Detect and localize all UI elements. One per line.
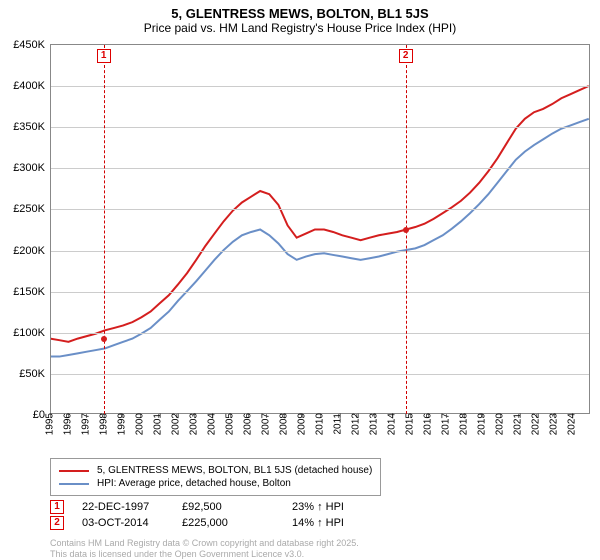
- y-axis-label: £100K: [13, 327, 45, 339]
- transaction-row: 2 03-OCT-2014£225,00014% ↑ HPI: [50, 516, 372, 530]
- chart-title-sub: Price paid vs. HM Land Registry's House …: [0, 21, 600, 35]
- y-axis-label: £200K: [13, 245, 45, 257]
- marker-dot-1: [101, 336, 107, 342]
- x-axis-label: 1999: [117, 413, 128, 435]
- transaction-cell: £92,500: [182, 501, 292, 513]
- x-axis-label: 2000: [135, 413, 146, 435]
- transaction-cell: £225,000: [182, 517, 292, 529]
- transaction-marker: 2: [50, 516, 64, 530]
- y-axis-label: £0: [33, 409, 45, 421]
- x-axis-label: 2011: [333, 413, 344, 435]
- x-axis-label: 2013: [369, 413, 380, 435]
- transaction-cell: 22-DEC-1997: [82, 501, 182, 513]
- legend-swatch: [59, 470, 89, 472]
- legend-label: 5, GLENTRESS MEWS, BOLTON, BL1 5JS (deta…: [97, 465, 372, 476]
- transaction-marker: 1: [50, 500, 64, 514]
- x-axis-label: 1997: [81, 413, 92, 435]
- x-axis-label: 1998: [99, 413, 110, 435]
- x-axis-label: 1996: [63, 413, 74, 435]
- x-axis-label: 2022: [531, 413, 542, 435]
- legend-label: HPI: Average price, detached house, Bolt…: [97, 478, 291, 489]
- y-axis-label: £150K: [13, 286, 45, 298]
- y-axis-label: £250K: [13, 203, 45, 215]
- marker-box-1: 1: [97, 49, 111, 63]
- y-axis-label: £50K: [19, 368, 45, 380]
- legend-item: 5, GLENTRESS MEWS, BOLTON, BL1 5JS (deta…: [59, 465, 372, 476]
- footer-attribution: Contains HM Land Registry data © Crown c…: [50, 538, 359, 560]
- y-axis-label: £300K: [13, 162, 45, 174]
- x-axis-label: 2018: [459, 413, 470, 435]
- x-axis-label: 2023: [549, 413, 560, 435]
- x-axis-label: 2016: [423, 413, 434, 435]
- footer-line2: This data is licensed under the Open Gov…: [50, 549, 359, 560]
- x-axis-label: 2007: [261, 413, 272, 435]
- transaction-cell: 14% ↑ HPI: [292, 517, 372, 529]
- chart-title-main: 5, GLENTRESS MEWS, BOLTON, BL1 5JS: [0, 0, 600, 21]
- x-axis-label: 2012: [351, 413, 362, 435]
- transactions-table: 1 22-DEC-1997£92,50023% ↑ HPI 2 03-OCT-2014…: [50, 498, 372, 532]
- x-axis-label: 2010: [315, 413, 326, 435]
- marker-line-1: [104, 45, 105, 414]
- x-axis-label: 2006: [243, 413, 254, 435]
- transaction-cell: 03-OCT-2014: [82, 517, 182, 529]
- series-price_paid: [50, 86, 589, 342]
- y-axis-label: £450K: [13, 39, 45, 51]
- legend-box: 5, GLENTRESS MEWS, BOLTON, BL1 5JS (deta…: [50, 458, 381, 496]
- x-axis-label: 2002: [171, 413, 182, 435]
- y-axis-label: £350K: [13, 121, 45, 133]
- x-axis-label: 2014: [387, 413, 398, 435]
- marker-box-2: 2: [399, 49, 413, 63]
- chart-plot-area: £0£50K£100K£150K£200K£250K£300K£350K£400…: [50, 44, 590, 414]
- x-axis-label: 2020: [495, 413, 506, 435]
- series-hpi: [50, 119, 589, 357]
- x-axis-label: 2009: [297, 413, 308, 435]
- legend-swatch: [59, 483, 89, 485]
- legend-item: HPI: Average price, detached house, Bolt…: [59, 478, 372, 489]
- transaction-cell: 23% ↑ HPI: [292, 501, 372, 513]
- x-axis-label: 2001: [153, 413, 164, 435]
- x-axis-label: 2024: [567, 413, 578, 435]
- transaction-row: 1 22-DEC-1997£92,50023% ↑ HPI: [50, 500, 372, 514]
- footer-line1: Contains HM Land Registry data © Crown c…: [50, 538, 359, 549]
- x-axis-label: 2003: [189, 413, 200, 435]
- x-axis-label: 2004: [207, 413, 218, 435]
- y-axis-label: £400K: [13, 80, 45, 92]
- x-axis-label: 2017: [441, 413, 452, 435]
- x-axis-label: 1995: [45, 413, 56, 435]
- chart-lines: [50, 45, 589, 414]
- x-axis-label: 2021: [513, 413, 524, 435]
- x-axis-label: 2008: [279, 413, 290, 435]
- marker-dot-2: [403, 227, 409, 233]
- x-axis-label: 2019: [477, 413, 488, 435]
- x-axis-label: 2005: [225, 413, 236, 435]
- x-axis-label: 2015: [405, 413, 416, 435]
